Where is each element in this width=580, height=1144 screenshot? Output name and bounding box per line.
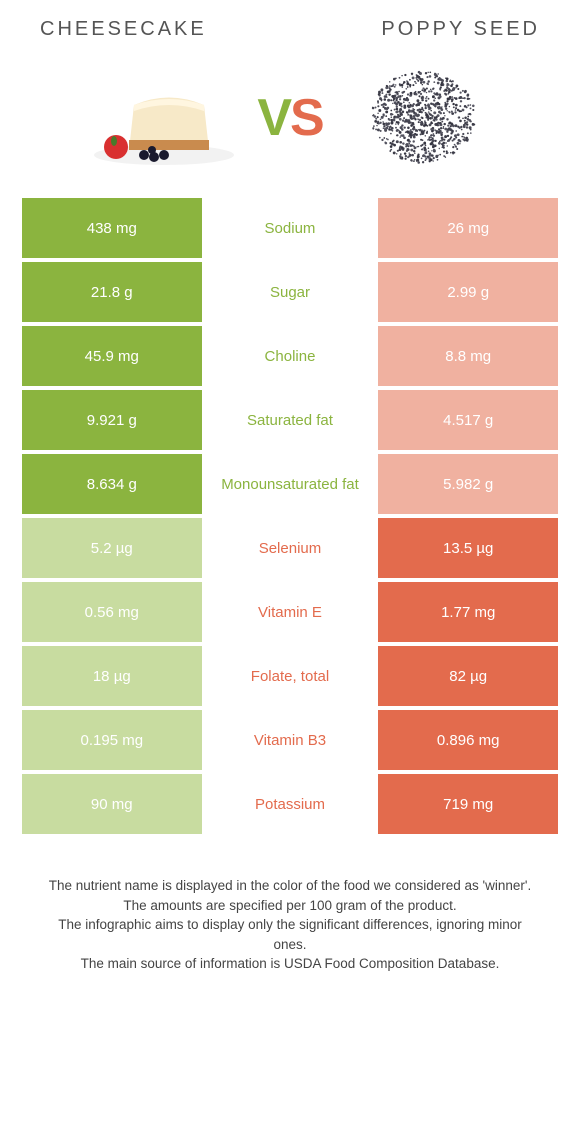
value-right: 82 µg bbox=[378, 646, 558, 706]
table-row: 0.195 mgVitamin B30.896 mg bbox=[22, 710, 558, 770]
value-left: 8.634 g bbox=[22, 454, 202, 514]
table-row: 18 µgFolate, total82 µg bbox=[22, 646, 558, 706]
table-row: 21.8 gSugar2.99 g bbox=[22, 262, 558, 322]
value-left: 438 mg bbox=[22, 198, 202, 258]
value-left: 21.8 g bbox=[22, 262, 202, 322]
value-left: 18 µg bbox=[22, 646, 202, 706]
value-right: 2.99 g bbox=[378, 262, 558, 322]
value-left: 5.2 µg bbox=[22, 518, 202, 578]
table-row: 5.2 µgSelenium13.5 µg bbox=[22, 518, 558, 578]
footer-line: The amounts are specified per 100 gram o… bbox=[44, 896, 536, 916]
nutrient-label: Sodium bbox=[202, 198, 379, 258]
table-row: 438 mgSodium26 mg bbox=[22, 198, 558, 258]
vs-letter-v: V bbox=[257, 88, 290, 148]
nutrient-label: Potassium bbox=[202, 774, 379, 834]
footer-line: The nutrient name is displayed in the co… bbox=[44, 876, 536, 896]
hero-row: VS bbox=[0, 51, 580, 198]
poppy-seed-image bbox=[341, 55, 506, 180]
value-left: 0.56 mg bbox=[22, 582, 202, 642]
value-left: 90 mg bbox=[22, 774, 202, 834]
footer-notes: The nutrient name is displayed in the co… bbox=[0, 838, 580, 974]
footer-line: The main source of information is USDA F… bbox=[44, 954, 536, 974]
value-right: 4.517 g bbox=[378, 390, 558, 450]
header: Cheesecake Poppy Seed bbox=[0, 0, 580, 51]
cheesecake-image bbox=[74, 55, 239, 180]
value-left: 0.195 mg bbox=[22, 710, 202, 770]
nutrient-label: Selenium bbox=[202, 518, 379, 578]
value-right: 8.8 mg bbox=[378, 326, 558, 386]
value-left: 45.9 mg bbox=[22, 326, 202, 386]
nutrient-label: Choline bbox=[202, 326, 379, 386]
value-right: 719 mg bbox=[378, 774, 558, 834]
nutrient-label: Vitamin B3 bbox=[202, 710, 379, 770]
nutrient-label: Folate, total bbox=[202, 646, 379, 706]
table-row: 90 mgPotassium719 mg bbox=[22, 774, 558, 834]
value-right: 1.77 mg bbox=[378, 582, 558, 642]
table-row: 0.56 mgVitamin E1.77 mg bbox=[22, 582, 558, 642]
footer-line: The infographic aims to display only the… bbox=[44, 915, 536, 954]
table-row: 45.9 mgCholine8.8 mg bbox=[22, 326, 558, 386]
nutrient-label: Vitamin E bbox=[202, 582, 379, 642]
value-right: 0.896 mg bbox=[378, 710, 558, 770]
value-right: 26 mg bbox=[378, 198, 558, 258]
value-left: 9.921 g bbox=[22, 390, 202, 450]
header-title-right: Poppy Seed bbox=[381, 18, 540, 41]
infographic-container: Cheesecake Poppy Seed VS 438 mgSodiu bbox=[0, 0, 580, 974]
header-title-left: Cheesecake bbox=[40, 18, 207, 41]
nutrient-label: Monounsaturated fat bbox=[202, 454, 379, 514]
comparison-table: 438 mgSodium26 mg21.8 gSugar2.99 g45.9 m… bbox=[0, 198, 580, 834]
value-right: 5.982 g bbox=[378, 454, 558, 514]
vs-badge: VS bbox=[257, 88, 322, 148]
vs-letter-s: S bbox=[290, 88, 323, 148]
table-row: 9.921 gSaturated fat4.517 g bbox=[22, 390, 558, 450]
table-row: 8.634 gMonounsaturated fat5.982 g bbox=[22, 454, 558, 514]
nutrient-label: Saturated fat bbox=[202, 390, 379, 450]
nutrient-label: Sugar bbox=[202, 262, 379, 322]
value-right: 13.5 µg bbox=[378, 518, 558, 578]
